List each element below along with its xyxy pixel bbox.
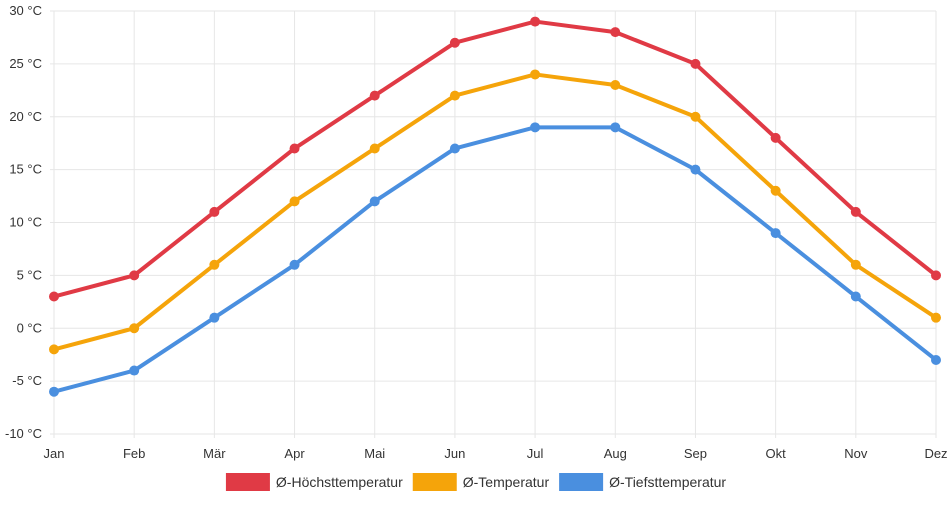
x-tick-label: Jan (44, 446, 65, 461)
y-tick-label: 0 °C (17, 320, 42, 335)
x-tick-label: Feb (123, 446, 145, 461)
data-point[interactable] (690, 111, 701, 122)
data-point[interactable] (850, 291, 861, 302)
data-point[interactable] (449, 90, 460, 101)
x-tick-label: Mai (364, 446, 385, 461)
series (49, 16, 941, 397)
x-tick-label: Aug (604, 446, 627, 461)
legend-item[interactable]: Ø-Tiefsttemperatur (559, 473, 726, 491)
data-point[interactable] (289, 196, 300, 207)
data-point[interactable] (369, 143, 380, 154)
data-point[interactable] (610, 80, 621, 91)
data-point[interactable] (931, 354, 941, 365)
x-tick-label: Jun (444, 446, 465, 461)
legend-item[interactable]: Ø-Höchsttemperatur (225, 473, 403, 491)
legend-swatch (559, 473, 604, 491)
legend-item[interactable]: Ø-Temperatur (412, 473, 550, 491)
data-point[interactable] (289, 143, 300, 154)
data-point[interactable] (530, 122, 541, 133)
y-tick-label: 25 °C (9, 56, 42, 71)
x-tick-label: Jul (527, 446, 544, 461)
data-point[interactable] (530, 16, 541, 27)
data-point[interactable] (209, 206, 220, 217)
data-point[interactable] (129, 270, 140, 281)
data-point[interactable] (530, 69, 541, 80)
data-point[interactable] (850, 206, 861, 217)
data-point[interactable] (449, 37, 460, 48)
series-line (52, 19, 938, 299)
series-line (52, 72, 938, 352)
x-tick-label: Dez (924, 446, 947, 461)
data-point[interactable] (610, 122, 621, 133)
y-tick-label: 15 °C (9, 162, 42, 177)
y-axis: 30 °C 25 °C 20 °C 15 °C 10 °C 5 °C 0 °C -5 °C -1… (5, 3, 42, 441)
data-point[interactable] (610, 27, 621, 38)
data-point[interactable] (129, 323, 140, 334)
data-point[interactable] (49, 344, 59, 355)
data-point[interactable] (209, 259, 220, 270)
data-point[interactable] (289, 259, 300, 270)
series-1 (49, 69, 941, 355)
y-tick-label: -10 °C (5, 426, 42, 441)
data-point[interactable] (770, 185, 781, 196)
data-point[interactable] (931, 270, 941, 281)
legend-label: Ø-Tiefsttemperatur (609, 474, 726, 490)
legend-swatch (225, 473, 270, 491)
x-tick-label: Mär (203, 446, 226, 461)
legend-label: Ø-Temperatur (463, 474, 550, 490)
x-tick-label: Sep (684, 446, 707, 461)
data-point[interactable] (209, 312, 220, 323)
data-point[interactable] (369, 196, 380, 207)
x-axis: Jan Feb Mär Apr Mai Jun Jul Aug Sep Okt Nov Dez (44, 446, 948, 461)
y-tick-label: -5 °C (12, 373, 42, 388)
data-point[interactable] (49, 291, 59, 302)
data-point[interactable] (449, 143, 460, 154)
series-0 (49, 16, 941, 302)
x-tick-label: Nov (844, 446, 868, 461)
data-point[interactable] (690, 58, 701, 69)
data-point[interactable] (129, 365, 140, 376)
series-2 (49, 122, 941, 397)
data-point[interactable] (49, 386, 59, 397)
legend[interactable]: Ø-Höchsttemperatur Ø-Temperatur Ø-Tiefstte… (225, 473, 726, 491)
data-point[interactable] (690, 164, 701, 175)
legend-swatch (412, 473, 457, 491)
y-tick-label: 20 °C (9, 109, 42, 124)
y-tick-label: 30 °C (9, 3, 42, 18)
x-tick-label: Okt (766, 446, 787, 461)
data-point[interactable] (770, 228, 781, 239)
legend-label: Ø-Höchsttemperatur (276, 474, 403, 490)
data-point[interactable] (770, 132, 781, 143)
y-tick-label: 5 °C (17, 267, 42, 282)
data-point[interactable] (931, 312, 941, 323)
y-tick-label: 10 °C (9, 215, 42, 230)
x-tick-label: Apr (284, 446, 305, 461)
grid (50, 10, 937, 438)
data-point[interactable] (369, 90, 380, 101)
series-line (52, 125, 938, 394)
data-point[interactable] (850, 259, 861, 270)
